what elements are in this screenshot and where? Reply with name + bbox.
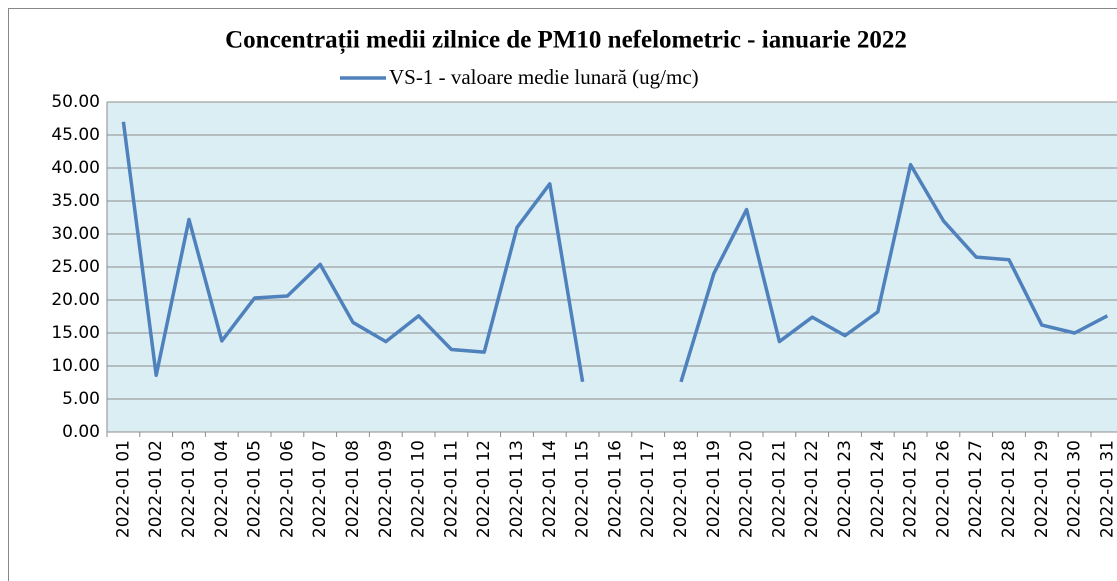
x-tick-label: 2022-01 21 bbox=[769, 440, 789, 538]
x-tick-label: 2022-01 31 bbox=[1097, 440, 1117, 538]
y-tick-label: 10.00 bbox=[51, 356, 100, 376]
y-tick-label: 35.00 bbox=[51, 191, 100, 211]
data-line bbox=[121, 121, 1109, 383]
x-tick-label: 2022-01 18 bbox=[671, 440, 691, 538]
x-tick-label: 2022-01 19 bbox=[704, 440, 724, 538]
x-tick-label: 2022-01 22 bbox=[802, 440, 822, 538]
y-tick-label: 5.00 bbox=[62, 389, 100, 409]
x-tick-label: 2022-01 23 bbox=[835, 440, 855, 538]
x-tick-label: 2022-01 15 bbox=[573, 440, 593, 538]
x-tick-label: 2022-01 08 bbox=[343, 440, 363, 538]
x-tick-label: 2022-01 02 bbox=[146, 440, 166, 538]
x-tick-label: 2022-01 25 bbox=[901, 440, 921, 538]
x-tick-label: 2022-01 04 bbox=[212, 440, 232, 538]
x-tick-label: 2022-01 28 bbox=[999, 440, 1019, 538]
x-tick-label: 2022-01 30 bbox=[1065, 440, 1085, 538]
x-tick-label: 2022-01 07 bbox=[310, 440, 330, 538]
y-tick-label: 30.00 bbox=[51, 224, 100, 244]
x-tick-label: 2022-01 11 bbox=[441, 440, 461, 538]
x-tick-label: 2022-01 01 bbox=[113, 440, 133, 538]
y-tick-label: 45.00 bbox=[51, 125, 100, 145]
y-tick-label: 25.00 bbox=[51, 257, 100, 277]
x-tick-label: 2022-01 17 bbox=[638, 440, 658, 538]
y-tick-label: 0.00 bbox=[62, 422, 100, 442]
x-tick-label: 2022-01 14 bbox=[540, 440, 560, 538]
x-tick-label: 2022-01 29 bbox=[1032, 440, 1052, 538]
x-tick-label: 2022-01 06 bbox=[277, 440, 297, 538]
x-tick-label: 2022-01 12 bbox=[474, 440, 494, 538]
x-tick-label: 2022-01 10 bbox=[409, 440, 429, 538]
chart-title: Concentrații medii zilnice de PM10 nefel… bbox=[225, 27, 907, 55]
legend-label: VS-1 - valoare medie lunară (ug/mc) bbox=[389, 65, 699, 89]
x-tick-label: 2022-01 09 bbox=[376, 440, 396, 538]
y-tick-label: 50.00 bbox=[51, 92, 100, 112]
x-tick-label: 2022-01 24 bbox=[868, 440, 888, 538]
x-tick-label: 2022-01 27 bbox=[966, 440, 986, 538]
x-tick-label: 2022-01 03 bbox=[179, 440, 199, 538]
x-tick-label: 2022-01 05 bbox=[245, 440, 265, 538]
y-tick-label: 40.00 bbox=[51, 158, 100, 178]
x-tick-label: 2022-01 13 bbox=[507, 440, 527, 538]
y-tick-label: 15.00 bbox=[51, 323, 100, 343]
x-tick-label: 2022-01 16 bbox=[605, 440, 625, 538]
y-tick-label: 20.00 bbox=[51, 290, 100, 310]
x-tick-label: 2022-01 26 bbox=[933, 440, 953, 538]
x-tick-label: 2022-01 20 bbox=[737, 440, 757, 538]
